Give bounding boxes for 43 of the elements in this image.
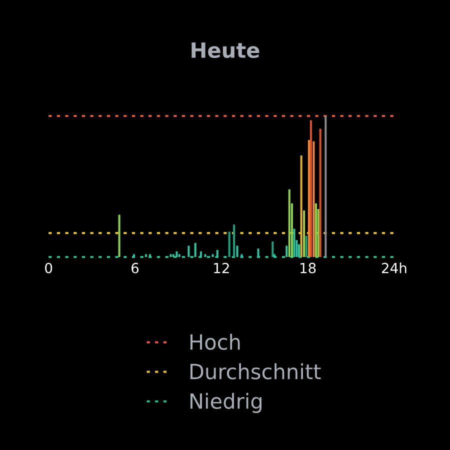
bar (293, 228, 296, 257)
x-tick-label: 18 (300, 262, 316, 274)
bar (288, 189, 290, 257)
x-tick-label: 0 (45, 262, 52, 274)
bar (305, 236, 308, 257)
bar (216, 250, 218, 257)
bar (144, 254, 147, 257)
bar (324, 116, 327, 257)
bar (315, 203, 318, 257)
bar (148, 254, 151, 257)
bar (303, 210, 306, 257)
x-tick-label: 6 (132, 262, 139, 274)
chart-title: Heute (192, 42, 260, 58)
bar (194, 242, 196, 257)
x-tick-label: 24h (382, 262, 406, 274)
bar (298, 244, 300, 257)
bar (132, 254, 135, 257)
legend-label: Hoch (190, 334, 240, 350)
bar (178, 254, 180, 257)
bar (212, 254, 214, 257)
bar (172, 254, 174, 257)
bar (170, 254, 172, 257)
bar (233, 224, 236, 257)
bar (200, 251, 202, 257)
bar (310, 120, 312, 257)
bar (273, 254, 276, 257)
bar (257, 248, 260, 257)
bar (272, 241, 274, 257)
bar (236, 246, 238, 257)
bar (228, 232, 230, 257)
bar (240, 254, 243, 257)
bar (319, 128, 322, 257)
bar (204, 254, 206, 257)
bar (300, 155, 302, 257)
x-tick-label: 12 (214, 262, 229, 274)
legend-label: Niedrig (190, 392, 262, 413)
bar (308, 140, 310, 257)
bar (118, 214, 120, 257)
bar (286, 246, 288, 257)
legend-label: Durchschnitt (190, 363, 321, 380)
bar (312, 141, 315, 257)
bar (176, 251, 178, 257)
bar (188, 246, 190, 257)
